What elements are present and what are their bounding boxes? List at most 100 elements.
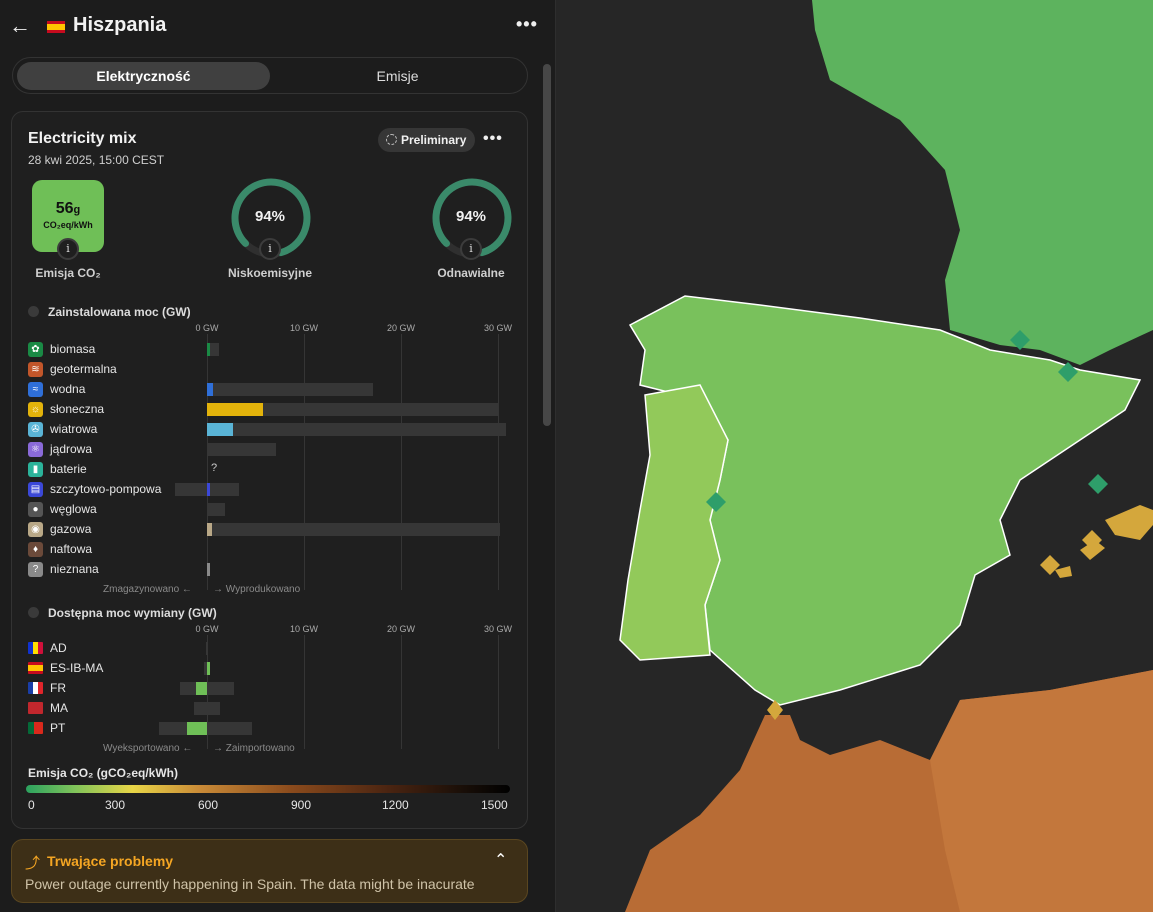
axis-tick-label: 20 GW <box>386 624 416 634</box>
capacity-row-label: baterie <box>50 462 87 476</box>
exchange-capacity-bar <box>194 702 220 715</box>
exchange-row-FR[interactable]: FR <box>28 678 518 698</box>
capacity-bar <box>207 443 276 456</box>
capacity-row-gazowa[interactable]: ◉ gazowa <box>28 519 518 539</box>
capacity-row-label: słoneczna <box>50 402 105 416</box>
scrollbar-thumb[interactable] <box>543 64 551 426</box>
renewable-info-icon[interactable]: i <box>460 238 482 260</box>
co2-intensity-box[interactable]: 56g CO₂eq/kWh <box>32 180 104 252</box>
production-bar <box>207 483 210 496</box>
capacity-toggle[interactable] <box>28 306 39 317</box>
capacity-row-wodna[interactable]: ≈ wodna <box>28 379 518 399</box>
co2-number: 56 <box>55 200 74 217</box>
solar-arrows <box>767 530 1102 720</box>
map-portugal[interactable] <box>619 384 729 661</box>
capacity-foot-right: → Wyprodukowano <box>213 584 301 595</box>
map-france[interactable] <box>812 0 1153 365</box>
exchange-foot-left-text: Wyeksportowano <box>103 743 180 754</box>
low-carbon-info-icon[interactable]: i <box>259 238 281 260</box>
exchange-capacity-bar <box>179 682 235 695</box>
card-more-icon[interactable]: ••• <box>483 130 503 147</box>
capacity-row-nieznana[interactable]: ? nieznana <box>28 559 518 579</box>
capacity-row-naftowa[interactable]: ♦ naftowa <box>28 539 518 559</box>
water-icon: ≈ <box>28 382 43 397</box>
exchange-row-AD[interactable]: AD <box>28 638 518 658</box>
capacity-row-label: biomasa <box>50 342 96 356</box>
preliminary-badge[interactable]: Preliminary <box>378 128 475 152</box>
chevron-up-icon[interactable]: ⌃ <box>494 852 508 869</box>
production-bar <box>207 523 212 536</box>
legend-tick: 300 <box>105 798 126 812</box>
exchange-row-ES-IB-MA[interactable]: ES-IB-MA <box>28 658 518 678</box>
ongoing-issues-alert[interactable]: ⤴ Trwające problemy ⌃ Power outage curre… <box>11 839 528 903</box>
exchange-row-label: MA <box>50 701 68 715</box>
capacity-bar <box>207 503 226 516</box>
capacity-row-wiatrowa[interactable]: ✇ wiatrowa <box>28 419 518 439</box>
exchange-row-label: FR <box>50 681 66 695</box>
tab-electricity[interactable]: Elektryczność <box>17 62 270 90</box>
exchange-row-MA[interactable]: MA <box>28 698 518 718</box>
capacity-row-geotermalna[interactable]: ≋ geotermalna <box>28 359 518 379</box>
back-arrow-icon[interactable]: ← <box>9 13 31 38</box>
capacity-row-węglowa[interactable]: ● węglowa <box>28 499 518 519</box>
capacity-bar <box>207 423 506 436</box>
exchange-foot-right-text: Zaimportowano <box>225 743 295 754</box>
capacity-row-słoneczna[interactable]: ☼ słoneczna <box>28 399 518 419</box>
exchange-row-PT[interactable]: PT <box>28 718 518 738</box>
tab-emissions[interactable]: Emisje <box>376 68 419 84</box>
capacity-row-baterie[interactable]: ▮ baterie? <box>28 459 518 479</box>
co2-value: 56g <box>32 200 104 218</box>
map-balearic[interactable] <box>1055 505 1153 578</box>
production-bar <box>207 563 210 576</box>
renewable-gauge-arc <box>432 178 512 257</box>
capacity-bar <box>207 383 373 396</box>
sun-icon: ☼ <box>28 402 43 417</box>
exchange-flow-bar <box>196 682 207 695</box>
exchange-toggle[interactable] <box>28 607 39 618</box>
capacity-row-jądrowa[interactable]: ⚛ jądrowa <box>28 439 518 459</box>
axis-tick-label: 10 GW <box>289 624 319 634</box>
production-bar <box>207 343 210 356</box>
co2-subunit: CO₂eq/kWh <box>43 220 93 230</box>
axis-tick-label: 0 GW <box>195 624 219 634</box>
leaf-icon: ✿ <box>28 342 43 357</box>
more-options-icon[interactable]: ••• <box>516 14 538 34</box>
capacity-foot-right-text: Wyprodukowano <box>225 584 301 595</box>
electricity-mix-card: Electricity mix 28 kwi 2025, 15:00 CEST … <box>11 111 528 829</box>
capacity-row-label: węglowa <box>50 502 97 516</box>
capacity-row-szczytowo-pompowa[interactable]: ▤ szczytowo-pompowa <box>28 479 518 499</box>
co2-unit: g <box>73 204 81 216</box>
capacity-row-biomasa[interactable]: ✿ biomasa <box>28 339 518 359</box>
legend-tick: 900 <box>291 798 312 812</box>
capacity-row-label: nieznana <box>50 562 99 576</box>
exchange-flow-bar <box>186 722 207 735</box>
trend-icon: ⤴ <box>25 855 41 872</box>
capacity-bar <box>207 523 500 536</box>
grid-line <box>304 635 305 749</box>
alert-text: Power outage currently happening in Spai… <box>25 876 475 892</box>
production-bar <box>207 383 213 396</box>
coal-icon: ● <box>28 502 43 517</box>
atom-icon: ⚛ <box>28 442 43 457</box>
legend-tick: 1200 <box>382 798 409 812</box>
co2-info-icon[interactable]: i <box>57 238 79 260</box>
alert-title: Trwające problemy <box>47 853 174 869</box>
capacity-foot-left-text: Zmagazynowano <box>103 584 180 595</box>
map-algeria[interactable] <box>930 670 1153 912</box>
legend-tick: 600 <box>198 798 219 812</box>
tab-bar: Elektryczność Emisje <box>12 57 528 94</box>
exchange-row-label: PT <box>50 721 66 735</box>
production-bar <box>207 403 264 416</box>
axis-tick-label: 0 GW <box>195 323 219 333</box>
legend-title: Emisja CO₂ (gCO₂eq/kWh) <box>28 766 179 780</box>
spain-flag-icon <box>47 21 65 33</box>
renewable-label: Odnawialne <box>437 266 505 280</box>
low-carbon-value: 94% <box>254 208 286 225</box>
production-bar <box>207 423 234 436</box>
exchange-capacity-bar <box>204 662 210 675</box>
capacity-row-label: jądrowa <box>50 442 93 456</box>
pump-icon: ▤ <box>28 482 43 497</box>
legend-tick: 1500 <box>481 798 508 812</box>
heat-icon: ≋ <box>28 362 43 377</box>
wind-icon: ✇ <box>28 422 43 437</box>
